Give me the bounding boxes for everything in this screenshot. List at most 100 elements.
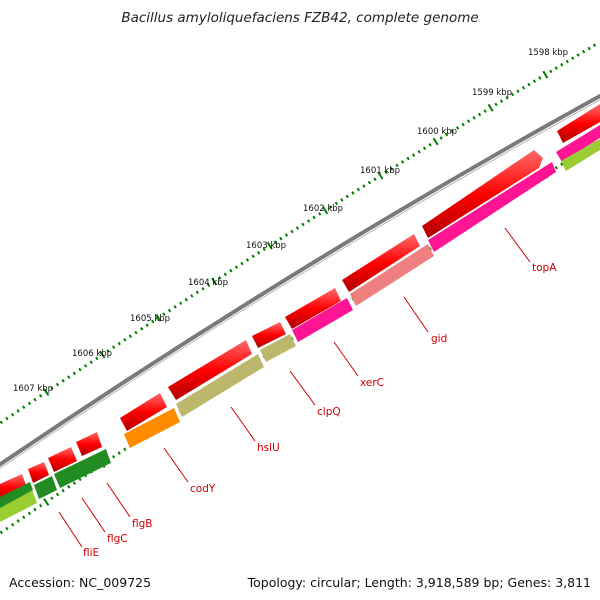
scale-minor-tick xyxy=(389,166,394,171)
kbp-label-1604: 1604 kbp xyxy=(188,278,228,288)
scale-minor-tick xyxy=(83,364,88,368)
scale-minor-tick xyxy=(262,247,266,252)
scale-minor-tick xyxy=(439,136,443,140)
scale-minor-tick xyxy=(554,66,558,70)
scale-minor-tick xyxy=(134,330,138,335)
scale-minor-tick xyxy=(218,276,222,280)
label-line-gid xyxy=(403,296,429,333)
scale-minor-tick xyxy=(245,258,250,262)
scale-major-tick xyxy=(432,137,439,146)
scale-minor-tick xyxy=(560,162,564,167)
gene-bar-codY xyxy=(124,408,180,448)
scale-minor-tick xyxy=(576,53,580,57)
scale-major-tick xyxy=(43,388,50,396)
scale-minor-tick xyxy=(477,112,482,117)
gene-bar-topA-right xyxy=(556,125,600,162)
scale-minor-tick xyxy=(22,515,26,519)
scale-minor-tick xyxy=(106,349,110,353)
scale-minor-tick xyxy=(72,371,77,376)
scale-minor-tick xyxy=(111,455,116,459)
scale-minor-tick xyxy=(195,290,200,295)
label-line-fliE xyxy=(58,511,83,548)
scale-minor-tick xyxy=(38,503,43,508)
scale-minor-tick xyxy=(406,156,410,161)
label-line-xerC xyxy=(333,341,359,377)
scale-major-tick xyxy=(377,171,384,180)
scale-minor-tick xyxy=(234,265,239,269)
scale-minor-tick xyxy=(27,511,32,516)
scale-minor-tick xyxy=(422,146,427,151)
forward-gene-arrow xyxy=(48,447,77,472)
kbp-label-1599: 1599 kbp xyxy=(472,88,512,98)
forward-strand-genes xyxy=(0,104,600,502)
scale-minor-tick xyxy=(306,219,311,223)
scale-minor-tick xyxy=(89,360,93,364)
scale-minor-tick xyxy=(162,312,166,316)
gene-label-codY: codY xyxy=(190,483,216,495)
scale-minor-tick xyxy=(284,233,289,237)
scale-minor-tick xyxy=(340,198,344,202)
scale-minor-tick xyxy=(256,251,261,255)
scale-minor-tick xyxy=(301,222,305,227)
scale-minor-tick xyxy=(571,56,575,61)
scale-major-tick xyxy=(487,103,494,112)
scale-minor-tick xyxy=(10,522,15,527)
scale-minor-tick xyxy=(367,180,372,185)
scale-minor-tick xyxy=(290,229,294,234)
scale-minor-tick xyxy=(455,126,460,130)
scale-minor-tick xyxy=(179,301,183,306)
scale-minor-tick xyxy=(117,341,121,346)
scale-minor-tick xyxy=(582,49,586,54)
scale-minor-tick xyxy=(532,79,537,83)
scale-minor-tick xyxy=(145,323,149,327)
scale-minor-tick xyxy=(356,187,361,192)
gene-bar-clpQ xyxy=(260,334,296,362)
scale-minor-tick xyxy=(27,401,32,406)
scale-minor-tick xyxy=(510,92,515,97)
scale-minor-tick xyxy=(521,85,526,90)
scale-minor-tick xyxy=(223,272,227,277)
label-line-clpQ xyxy=(289,370,316,406)
scale-minor-tick xyxy=(33,397,37,402)
scale-minor-tick xyxy=(411,153,416,157)
scale-minor-tick xyxy=(78,367,82,372)
scale-major-tick xyxy=(155,313,162,322)
scale-minor-tick xyxy=(22,405,26,409)
gene-bar-topA xyxy=(428,162,556,252)
genome-backbone xyxy=(0,93,600,467)
scale-minor-tick xyxy=(362,184,366,188)
kbp-label-1607: 1607 kbp xyxy=(13,384,53,394)
scale-minor-tick xyxy=(560,63,564,67)
scale-minor-tick xyxy=(592,43,597,47)
kbp-label-1603: 1603 kbp xyxy=(246,241,286,251)
scale-minor-tick xyxy=(50,496,54,500)
scale-minor-tick xyxy=(5,416,9,421)
scale-minor-tick xyxy=(428,143,432,147)
scale-minor-tick xyxy=(61,379,65,383)
scale-major-tick xyxy=(322,206,329,215)
gene-label-fliE: fliE xyxy=(83,547,99,559)
scale-minor-tick xyxy=(444,132,449,137)
gene-label-clpQ: clpQ xyxy=(317,406,341,418)
scale-minor-tick xyxy=(345,194,349,199)
scale-minor-tick xyxy=(139,327,144,331)
scale-major-tick xyxy=(266,241,273,250)
scale-minor-tick xyxy=(527,82,531,87)
genome-backbone-highlight xyxy=(0,99,600,470)
gene-label-flgC: flgC xyxy=(107,533,128,545)
scale-minor-tick xyxy=(549,69,553,74)
gene-bar-xerC xyxy=(292,298,353,342)
gene-label-lines xyxy=(58,227,531,548)
forward-gene-arrow xyxy=(120,393,167,431)
scale-minor-tick xyxy=(273,240,277,244)
scale-minor-tick xyxy=(38,394,43,398)
scale-minor-tick xyxy=(190,294,194,298)
kbp-label-1600: 1600 kbp xyxy=(417,127,457,137)
scale-minor-tick xyxy=(450,129,454,134)
forward-gene-arrow xyxy=(557,104,600,143)
kbp-label-1602: 1602 kbp xyxy=(303,204,343,214)
label-line-flgB xyxy=(106,482,131,518)
scale-minor-tick xyxy=(395,163,399,168)
scale-major-tick xyxy=(542,70,549,79)
scale-minor-tick xyxy=(167,308,172,313)
